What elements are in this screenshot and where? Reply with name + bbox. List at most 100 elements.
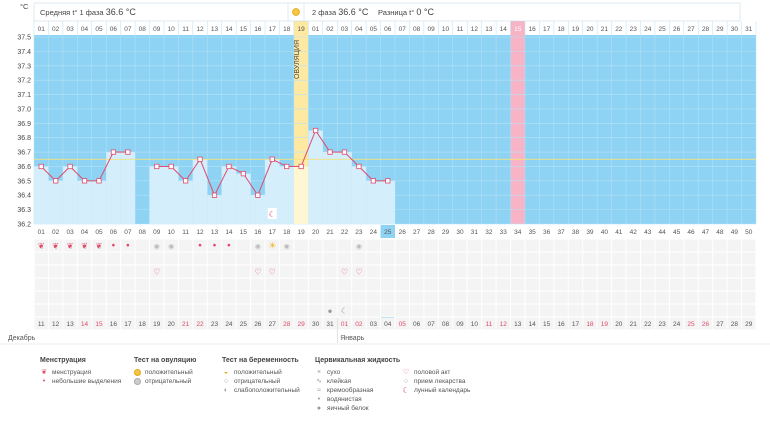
symptom-cell — [669, 239, 684, 252]
symptom-cell — [467, 304, 482, 317]
day-label: 05 — [370, 26, 378, 33]
temperature-segment — [300, 130, 317, 167]
symptom-cell — [539, 317, 554, 330]
date-label: 31 — [326, 321, 334, 328]
symptom-cell — [669, 265, 684, 278]
cycle-day-label: 49 — [731, 229, 739, 236]
y-tick-label: 37.5 — [17, 35, 31, 42]
symptom-cell — [164, 278, 178, 291]
temperature-point — [211, 192, 218, 198]
temperature-point — [110, 149, 117, 155]
symptom-cell — [323, 252, 337, 265]
day-label: 01 — [312, 26, 320, 33]
symptom-cell — [352, 317, 366, 330]
weak-pregnancy-icon: ◐ — [223, 386, 229, 394]
day-label: 13 — [485, 26, 493, 33]
spotting-icon: • — [227, 241, 231, 252]
symptom-cell — [467, 317, 482, 330]
symptom-rows: ❦ ❦ ❦ ❦ ❦ • • • • • ◉ ◉ ☀ ◉ ◉ ◉ ♡ ♡ ♡ ♡ ♡ ● ☾ ☾ — [34, 208, 756, 330]
symptom-cell — [48, 317, 63, 330]
symptom-cell — [178, 304, 193, 317]
symptom-cell — [525, 278, 539, 291]
symptom-cell — [453, 265, 467, 278]
symptom-cell — [727, 291, 742, 304]
legend-item: отрицательный — [234, 378, 281, 385]
date-label: 07 — [427, 321, 435, 328]
symptom-cell — [496, 278, 511, 291]
symptom-cell — [63, 252, 77, 265]
symptom-cell — [453, 291, 467, 304]
symptom-cell — [496, 317, 511, 330]
date-label: 19 — [153, 321, 161, 328]
date-label: 17 — [124, 321, 132, 328]
symptom-cell — [135, 304, 150, 317]
cycle-day-label: 12 — [196, 229, 204, 236]
date-label: 20 — [168, 321, 176, 328]
negative-ovulation-icon: ◉ — [284, 244, 290, 251]
y-tick-label: 36.7 — [17, 150, 31, 157]
symptom-cell — [467, 239, 482, 252]
symptom-cell — [640, 239, 655, 252]
symptom-cell — [583, 265, 597, 278]
symptom-cell — [207, 317, 222, 330]
symptom-cell — [48, 252, 63, 265]
day-label: 12 — [471, 26, 479, 33]
cycle-day-label: 47 — [702, 229, 710, 236]
temperature-bar — [120, 152, 136, 224]
symptom-cell — [742, 252, 756, 265]
symptom-cell — [568, 291, 583, 304]
date-label: 12 — [500, 321, 508, 328]
y-tick-label: 36.8 — [17, 135, 31, 142]
chart-labels: 37.5 37.4 37.3 37.2 37.1 37.0 36.9 36.8 36.7 36.6… — [8, 26, 753, 342]
cycle-day-label: 17 — [269, 229, 277, 236]
date-label: 11 — [38, 321, 45, 328]
date-label: 23 — [211, 321, 219, 328]
day-label: 23 — [630, 26, 638, 33]
temperature-point — [125, 149, 131, 155]
symptom-cell — [164, 239, 178, 252]
symptom-cell — [539, 239, 554, 252]
temperature-point — [255, 192, 261, 198]
cycle-day-label: 27 — [413, 229, 421, 236]
temperature-bar — [77, 180, 92, 224]
symptom-cell — [121, 304, 135, 317]
symptom-cell — [655, 317, 669, 330]
day-label: 03 — [66, 26, 74, 33]
symptom-cell — [251, 239, 265, 252]
symptom-cell — [568, 252, 583, 265]
legend-item: положительный — [234, 369, 282, 376]
heart-icon: ♡ — [402, 368, 410, 376]
symptom-cell — [409, 304, 424, 317]
day-label: 14 — [225, 26, 233, 33]
legend-cervical: Цервикальная жидкость × сухо ∿ клейкая ≈ кр… — [315, 357, 400, 413]
legend-item: половой акт — [414, 369, 451, 376]
sticky-icon: ∿ — [316, 377, 322, 385]
temperature-bar — [236, 173, 251, 224]
symptom-cell — [265, 278, 279, 291]
symptom-cell — [251, 265, 265, 278]
legend-item: водянистая — [327, 396, 362, 403]
symptom-cell — [106, 317, 121, 330]
symptom-cell — [222, 304, 236, 317]
menstruation-icon: ❦ — [96, 242, 103, 251]
symptom-cell — [193, 265, 207, 278]
diff-label: Разница t° — [378, 8, 414, 17]
cycle-day-label: 16 — [254, 229, 262, 236]
symptom-cell — [467, 252, 482, 265]
symptom-cell — [698, 252, 713, 265]
symptom-cell — [612, 239, 626, 252]
date-label: 20 — [615, 321, 623, 328]
symptom-cell — [511, 265, 525, 278]
symptom-cell — [568, 265, 583, 278]
cycle-day-label: 08 — [139, 229, 147, 236]
moon-badge — [267, 208, 277, 219]
symptom-cell — [279, 239, 294, 252]
positive-pregnancy-icon: ◒ — [223, 368, 229, 376]
symptom-cell — [626, 291, 640, 304]
symptom-cell — [207, 265, 222, 278]
cycle-day-label: 15 — [240, 229, 248, 236]
symptom-cell — [34, 304, 48, 317]
symptom-cell — [525, 239, 539, 252]
symptom-cell — [395, 291, 409, 304]
day-label: 25 — [659, 26, 667, 33]
